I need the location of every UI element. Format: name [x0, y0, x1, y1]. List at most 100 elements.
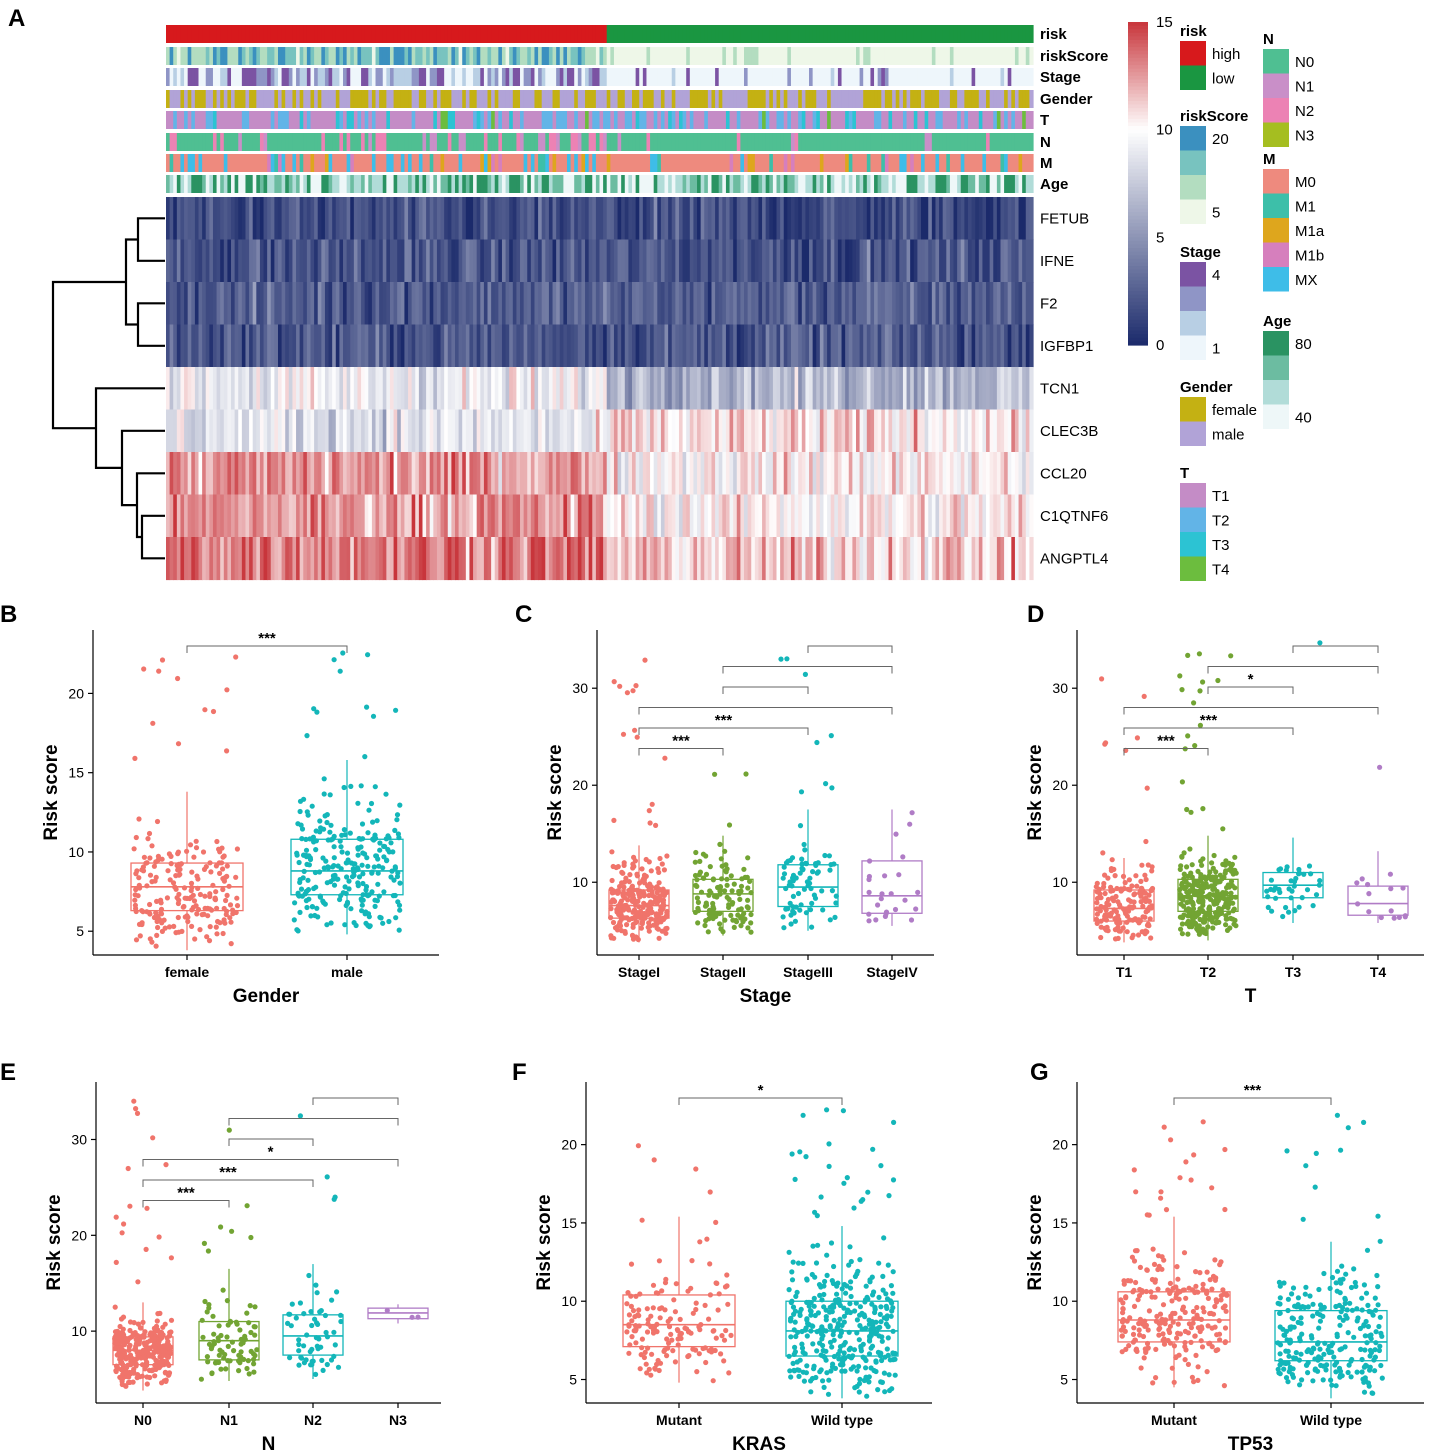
- annotation-cell: [220, 175, 225, 193]
- heatmap-cell: [404, 537, 409, 581]
- data-point: [195, 906, 202, 913]
- annotation-cell: [415, 68, 420, 86]
- annotation-cell: [408, 111, 413, 129]
- annotation-cell: [671, 133, 676, 151]
- annotation-cell: [805, 25, 810, 43]
- heatmap-cell: [400, 537, 406, 581]
- data-point: [154, 818, 161, 825]
- annotation-cell: [957, 90, 962, 108]
- heatmap-cell: [288, 324, 294, 368]
- annotation-cell: [682, 133, 687, 151]
- annotation-cell: [476, 154, 481, 172]
- heatmap-cell: [498, 197, 503, 241]
- annotation-cell: [624, 47, 629, 65]
- annotation-cell: [780, 25, 785, 43]
- annotation-cell: [570, 47, 575, 65]
- annotation-cell: [989, 25, 994, 43]
- annotation-cell: [1014, 25, 1020, 43]
- annotation-cell: [238, 47, 243, 65]
- heatmap-cell: [888, 537, 893, 581]
- heatmap-cell: [595, 282, 601, 326]
- heatmap-cell: [469, 494, 474, 538]
- heatmap-cell: [570, 494, 575, 538]
- annotation-cell: [744, 68, 749, 86]
- heatmap-cell: [505, 409, 510, 453]
- annotation-cell: [570, 25, 575, 43]
- data-point: [355, 880, 361, 886]
- annotation-cell: [494, 133, 499, 151]
- annotation-cell: [393, 154, 398, 172]
- data-point: [214, 838, 220, 845]
- annotation-label-riskScore: riskScore: [1040, 48, 1108, 65]
- annotation-cell: [411, 175, 416, 193]
- annotation-cell: [993, 47, 998, 65]
- heatmap-cell: [306, 367, 312, 411]
- heatmap-cell: [798, 409, 803, 453]
- heatmap-cell: [993, 494, 998, 538]
- heatmap-cell: [418, 409, 424, 453]
- heatmap-cell: [884, 324, 890, 368]
- heatmap-cell: [389, 239, 395, 283]
- heatmap-cell: [798, 452, 803, 496]
- annotation-cell: [986, 25, 991, 43]
- annotation-cell: [834, 111, 839, 129]
- annotation-cell: [534, 90, 539, 108]
- annotation-cell: [617, 25, 622, 43]
- annotation-cell: [1011, 175, 1016, 193]
- heatmap-cell: [812, 537, 817, 581]
- annotation-cell: [252, 111, 257, 129]
- annotation-cell: [404, 68, 409, 86]
- heatmap-cell: [476, 494, 481, 538]
- heatmap-cell: [386, 409, 391, 453]
- heatmap-cell: [426, 452, 431, 496]
- data-point: [230, 907, 236, 913]
- annotation-cell: [964, 68, 969, 86]
- heatmap-cell: [357, 452, 362, 496]
- heatmap-cell: [440, 324, 445, 368]
- annotation-cell: [440, 175, 445, 193]
- heatmap-cell: [834, 324, 839, 368]
- heatmap-cell: [465, 537, 471, 581]
- annotation-cell: [382, 154, 387, 172]
- annotation-cell: [433, 90, 438, 108]
- legend-swatch: [1180, 262, 1206, 287]
- heatmap-cell: [711, 324, 716, 368]
- annotation-cell: [906, 133, 911, 151]
- heatmap-cell: [603, 239, 608, 283]
- y-tick-label: 10: [68, 844, 84, 860]
- heatmap-cell: [982, 197, 987, 241]
- heatmap-cell: [530, 409, 536, 453]
- annotation-cell: [281, 133, 286, 151]
- annotation-cell: [722, 47, 727, 65]
- heatmap-cell: [476, 452, 481, 496]
- heatmap-cell: [332, 324, 337, 368]
- heatmap-cell: [534, 409, 539, 453]
- heatmap-cell: [187, 409, 192, 453]
- data-point: [620, 731, 627, 737]
- heatmap-cell: [285, 282, 290, 326]
- heatmap-cell: [361, 409, 366, 453]
- heatmap-cell: [935, 324, 940, 368]
- heatmap-cell: [404, 494, 409, 538]
- annotation-cell: [646, 25, 651, 43]
- heatmap-cell: [212, 367, 218, 411]
- heatmap-cell: [917, 367, 922, 411]
- heatmap-cell: [606, 239, 611, 283]
- annotation-cell: [270, 111, 275, 129]
- heatmap-cell: [729, 324, 734, 368]
- data-point: [321, 776, 327, 782]
- heatmap-cell: [545, 282, 550, 326]
- heatmap-cell: [310, 452, 315, 496]
- annotation-cell: [809, 111, 814, 129]
- annotation-cell: [194, 47, 200, 65]
- annotation-cell: [375, 25, 380, 43]
- heatmap-cell: [501, 537, 507, 581]
- heatmap-cell: [548, 282, 554, 326]
- annotation-cell: [722, 68, 727, 86]
- heatmap-cell: [205, 452, 210, 496]
- heatmap-cell: [780, 494, 785, 538]
- heatmap-cell: [176, 537, 182, 581]
- heatmap-cell: [364, 452, 369, 496]
- annotation-cell: [754, 111, 760, 129]
- heatmap-cell: [404, 324, 409, 368]
